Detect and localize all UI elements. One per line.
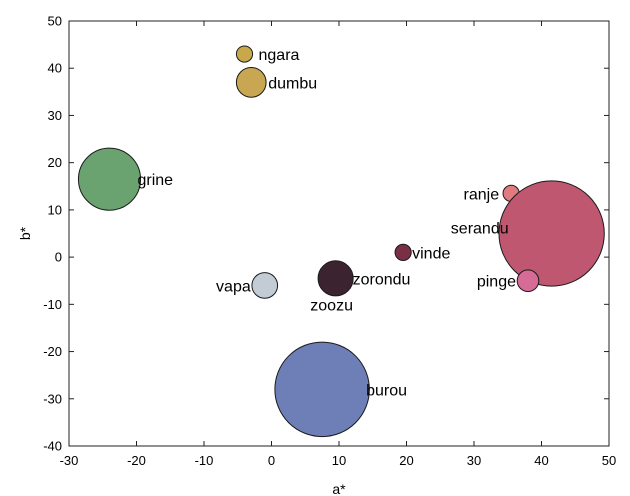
- y-tick-label: 20: [48, 155, 62, 170]
- bubble-zorondu: [317, 260, 354, 297]
- x-axis-label: a*: [332, 481, 346, 496]
- x-tick-label: 50: [602, 453, 616, 468]
- bubble-serandu: [498, 180, 605, 287]
- label-pinge: pinge: [477, 274, 516, 291]
- x-tick-label: 10: [332, 453, 346, 468]
- y-tick-label: -40: [43, 439, 62, 454]
- bubble-vapa: [251, 272, 279, 299]
- y-tick-label: -20: [43, 344, 62, 359]
- label-serandu: serandu: [451, 221, 509, 238]
- label-dumbu: dumbu: [268, 75, 317, 92]
- label-vapa: vapa: [216, 278, 251, 295]
- x-tick-label: 0: [268, 453, 275, 468]
- label-zoozu: zoozu: [310, 297, 353, 314]
- x-tick-label: 20: [399, 453, 413, 468]
- x-tick-label: 30: [467, 453, 481, 468]
- bubble-burou: [274, 341, 370, 438]
- x-tick-label: -20: [127, 453, 146, 468]
- y-axis-label: b*: [17, 226, 33, 240]
- bubble-dumbu: [235, 67, 267, 98]
- label-zorondu: zorondu: [353, 271, 411, 288]
- x-tick-label: 40: [534, 453, 548, 468]
- label-grine: grine: [138, 172, 174, 189]
- x-tick-label: -30: [60, 453, 79, 468]
- label-burou: burou: [366, 382, 407, 399]
- y-tick-label: 30: [48, 108, 62, 123]
- bubble-grine: [77, 147, 142, 211]
- bubble-vinde: [394, 243, 412, 261]
- x-tick-label: -10: [195, 453, 214, 468]
- y-tick-label: 50: [48, 14, 62, 29]
- y-tick-label: -10: [43, 297, 62, 312]
- y-tick-label: 0: [55, 250, 62, 265]
- y-tick-label: 40: [48, 61, 62, 76]
- bubble-ngara: [235, 45, 254, 63]
- y-tick-label: -30: [43, 391, 62, 406]
- bubble-pinge: [516, 269, 540, 293]
- y-tick-label: 10: [48, 202, 62, 217]
- label-ranje: ranje: [464, 186, 500, 203]
- label-vinde: vinde: [412, 245, 450, 262]
- axes: -30 -20 -10 0 10 20 30 40 50 50 40 30 20 10 0 -10 -20 -30…: [43, 14, 616, 469]
- label-ngara: ngara: [259, 47, 300, 64]
